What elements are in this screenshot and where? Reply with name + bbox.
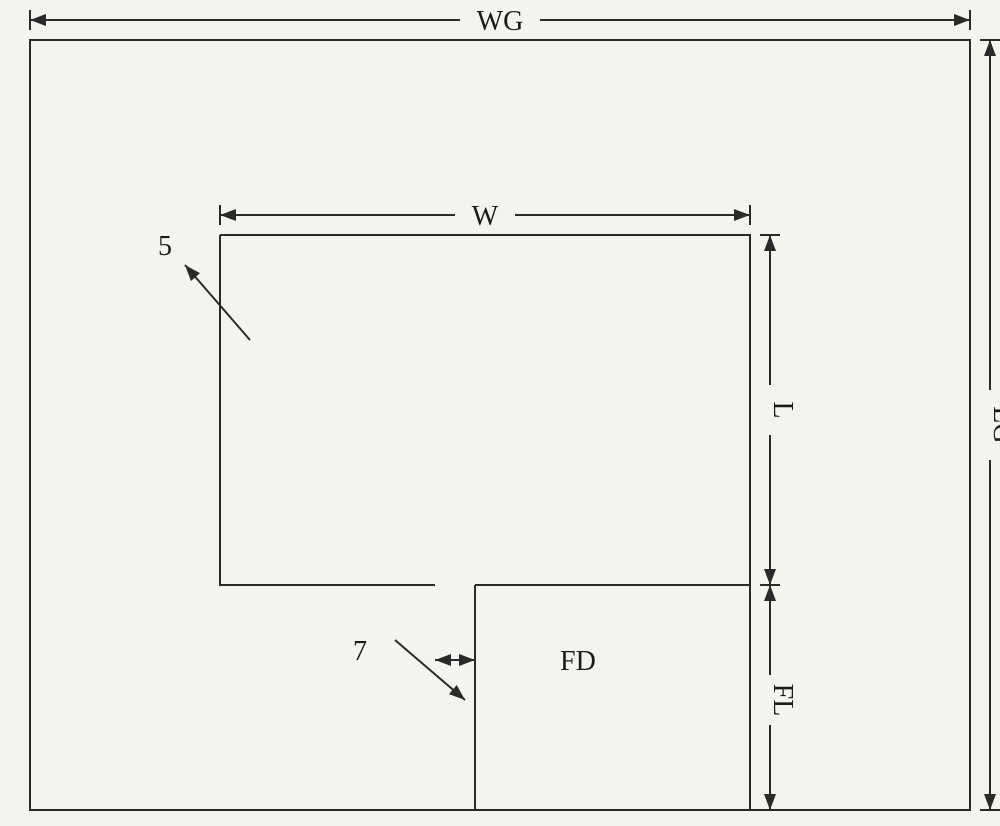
dim-fl-label: FL <box>767 684 798 717</box>
diagram-svg: WG LG W L FL FD 5 7 <box>0 0 1000 826</box>
diagram-canvas: WG LG W L FL FD 5 7 <box>0 0 1000 826</box>
dim-wg-label: WG <box>477 6 524 37</box>
inner-patch <box>220 235 750 585</box>
dim-lg-label: LG <box>987 406 1000 443</box>
dim-fd-label: FD <box>560 646 596 677</box>
callout-7: 7 <box>353 636 367 667</box>
callout-5: 5 <box>158 231 172 262</box>
feed-rect <box>435 585 750 810</box>
outer-rect <box>30 40 970 810</box>
dim-l-label: L <box>767 401 798 418</box>
dim-w-label: W <box>472 201 499 232</box>
